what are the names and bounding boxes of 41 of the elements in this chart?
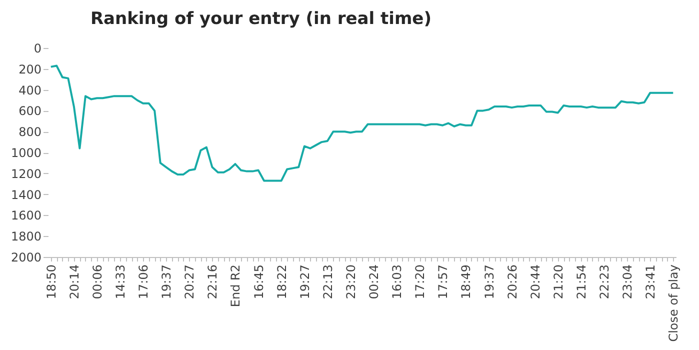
y-tick-label: 200 <box>18 62 42 76</box>
y-tick-label: 800 <box>18 125 42 140</box>
x-tick-label: 17:20 <box>413 264 428 300</box>
x-tick-label: 18:22 <box>274 264 289 300</box>
x-tick-label: 23:41 <box>644 264 658 300</box>
x-tick-label: 21:20 <box>551 264 566 300</box>
x-tick-label: 19:37 <box>482 264 496 300</box>
x-tick-label: 18:50 <box>44 264 58 300</box>
x-tick-label: 22:23 <box>597 264 612 300</box>
x-tick-label: 21:54 <box>574 264 588 300</box>
x-tick-label: 22:13 <box>320 264 335 300</box>
y-tick-label: 2000 <box>10 250 42 264</box>
x-tick-label: 18:49 <box>459 264 474 300</box>
y-tick-label: 0 <box>34 42 42 56</box>
x-tick-label: 23:04 <box>620 264 635 300</box>
y-tick-label: 1200 <box>10 166 42 181</box>
x-tick-label: Close of play <box>666 264 681 342</box>
y-tick-label: 1400 <box>10 188 42 202</box>
y-tick-label: 400 <box>18 83 42 98</box>
x-tick-label: 22:16 <box>206 264 220 300</box>
x-tick-label: 00:06 <box>90 264 104 300</box>
x-tick-label: 17:06 <box>136 264 151 300</box>
x-tick-label: 19:27 <box>298 264 312 300</box>
line-series <box>50 64 674 182</box>
x-tick-label: End R2 <box>228 264 243 308</box>
x-tick-label: 16:03 <box>390 264 404 300</box>
x-tick-label: 19:37 <box>160 264 174 300</box>
x-tick-label: 16:45 <box>252 264 266 300</box>
x-tick-label: 00:24 <box>367 264 382 300</box>
x-tick-label: 17:57 <box>436 264 450 300</box>
x-tick-label: 23:20 <box>344 264 358 300</box>
x-tick-label: 20:27 <box>182 264 197 300</box>
y-tick-label: 600 <box>18 104 42 118</box>
x-tick-label: 14:33 <box>114 264 128 300</box>
chart-title: Ranking of your entry (in real time) <box>90 9 432 29</box>
y-tick-label: 1000 <box>10 146 42 160</box>
y-tick-label: 1800 <box>10 230 42 244</box>
x-tick-label: 20:44 <box>528 264 542 300</box>
y-tick-label: 1600 <box>10 208 42 223</box>
x-tick-label: 20:14 <box>67 264 82 300</box>
x-tick-label: 20:26 <box>505 264 520 300</box>
